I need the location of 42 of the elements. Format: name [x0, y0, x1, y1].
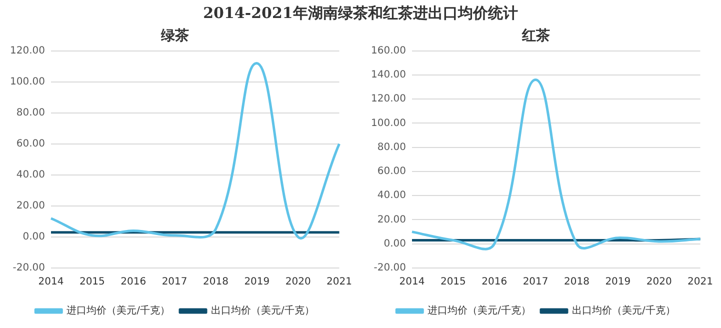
y-tick-label: 60.00: [16, 138, 45, 150]
x-tick-label: 2014: [38, 276, 64, 288]
y-tick-label: 40.00: [377, 190, 406, 202]
y-tick-label: 80.00: [16, 107, 45, 118]
y-tick-label: 120.00: [370, 94, 406, 105]
x-tick-label: 2021: [688, 276, 713, 288]
legend-label: 进口均价（美元/千克）: [66, 304, 170, 317]
x-tick-label: 2017: [162, 276, 188, 288]
y-tick-label: 120.00: [10, 45, 45, 56]
y-tick-label: -20.00: [374, 262, 406, 274]
y-tick-label: 40.00: [16, 170, 45, 181]
x-tick-label: 2015: [440, 276, 466, 288]
x-tick-label: 2014: [399, 276, 425, 288]
x-tick-label: 2016: [120, 276, 146, 288]
x-tick-label: 2019: [605, 276, 631, 288]
y-tick-label: 20.00: [377, 214, 406, 226]
x-tick-label: 2018: [564, 276, 590, 288]
chart-subtitle: 红茶: [521, 28, 550, 44]
y-tick-label: 140.00: [370, 70, 406, 81]
x-tick-label: 2017: [522, 276, 548, 288]
x-tick-label: 2021: [326, 276, 352, 288]
x-tick-label: 2020: [285, 276, 311, 288]
y-tick-label: 160.00: [370, 45, 406, 56]
x-tick-label: 2019: [244, 276, 270, 288]
y-tick-label: -20.00: [12, 262, 45, 274]
x-tick-label: 2015: [79, 276, 105, 288]
y-tick-label: 0.00: [22, 232, 45, 243]
chart-title: 2014-2021年湖南绿茶和红茶进出口均价统计: [202, 4, 519, 23]
y-tick-label: 100.00: [10, 76, 45, 88]
x-tick-label: 2018: [203, 276, 228, 288]
legend-label: 出口均价（美元/千克）: [572, 304, 676, 317]
x-tick-label: 2020: [646, 276, 672, 288]
y-tick-label: 20.00: [16, 200, 45, 212]
x-tick-label: 2016: [482, 276, 508, 288]
line-series: [50, 62, 341, 238]
y-tick-label: 60.00: [377, 166, 406, 178]
legend-label: 进口均价（美元/千克）: [428, 304, 532, 317]
chart-subtitle: 绿茶: [160, 28, 189, 44]
y-tick-label: 100.00: [370, 118, 406, 129]
legend-label: 出口均价（美元/千克）: [211, 304, 314, 317]
y-tick-label: 0.00: [384, 238, 406, 250]
y-tick-label: 80.00: [377, 142, 406, 153]
